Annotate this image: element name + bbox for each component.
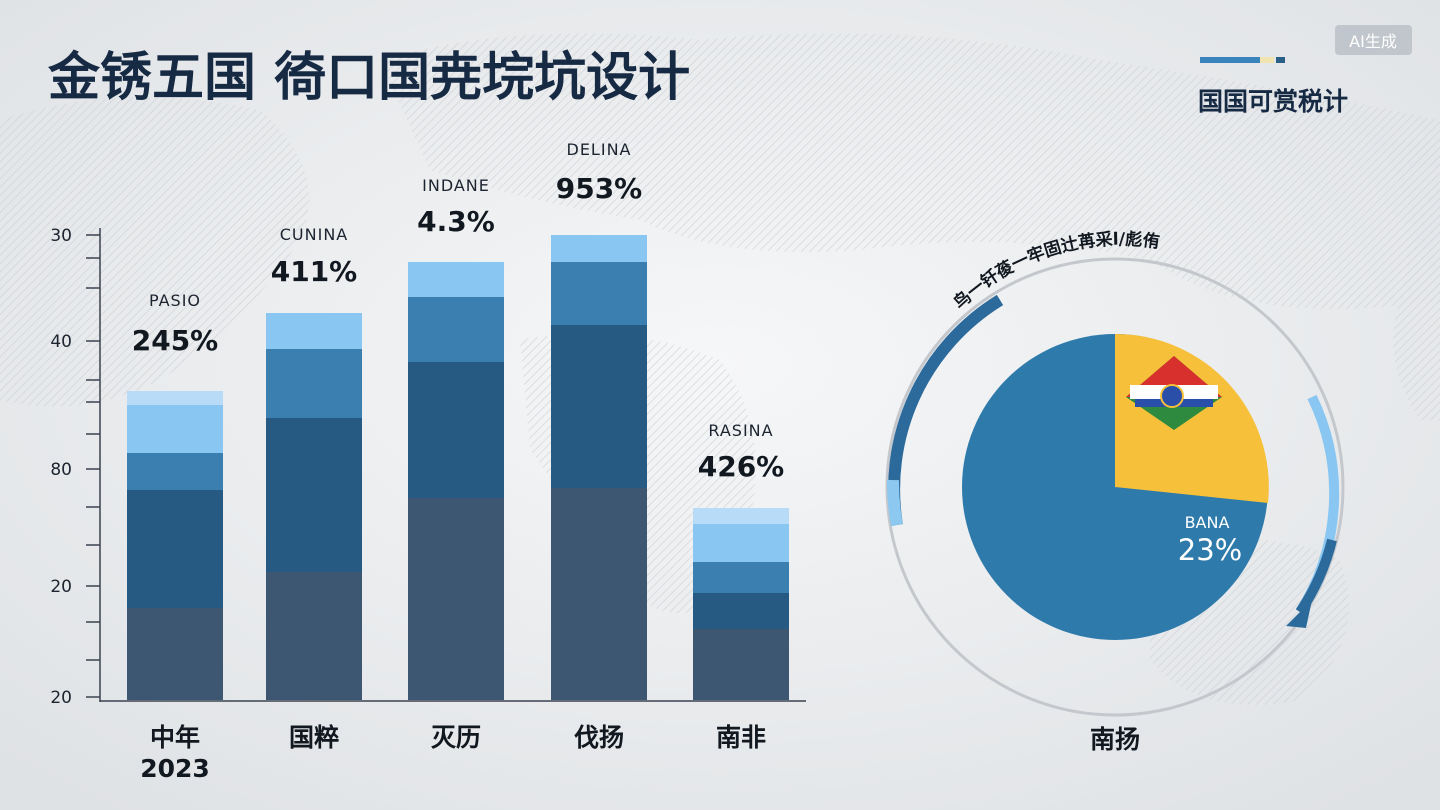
bar-segment xyxy=(408,297,504,362)
bar-segment xyxy=(693,562,789,593)
bar-segment xyxy=(693,629,789,700)
bar-value-label: 245% xyxy=(132,324,219,357)
bar-segment xyxy=(266,572,362,700)
legend-swatch xyxy=(1276,57,1285,63)
bar-name: CUNINA xyxy=(280,225,348,244)
bar-name: DELINA xyxy=(567,140,632,159)
title: 金锈五国 徛口国尭垸坑设计 xyxy=(47,48,690,108)
arrow-head xyxy=(1286,600,1312,628)
bar-value-label: 411% xyxy=(271,255,358,288)
pie-name: BANA xyxy=(1185,513,1230,532)
bar-segment xyxy=(127,453,223,490)
bar-segment xyxy=(551,325,647,488)
bar-segment xyxy=(551,262,647,325)
bar-segment xyxy=(127,490,223,608)
y-axis-label: 80 xyxy=(50,460,72,480)
legend-swatch xyxy=(1200,57,1260,63)
bar-segment xyxy=(127,608,223,700)
bar-name: INDANE xyxy=(422,176,490,195)
bar-value-label: 4.3% xyxy=(417,205,495,238)
y-axis-label: 20 xyxy=(50,688,72,708)
pie-category: 南扬 xyxy=(1090,725,1140,754)
axis xyxy=(99,228,806,702)
category-label: 伐扬 xyxy=(574,723,624,752)
bar-segment xyxy=(127,405,223,453)
bar-segment xyxy=(127,391,223,405)
y-axis-label: 40 xyxy=(50,332,72,352)
bar-value-label: 953% xyxy=(556,172,643,205)
arc-right-dark xyxy=(1295,538,1337,615)
bar-name: RASINA xyxy=(708,421,773,440)
y-axis-label: 20 xyxy=(50,577,72,597)
ticks: 30 40 80 20 20 xyxy=(50,226,100,708)
bar-segment xyxy=(408,262,504,297)
category-label: 南非 xyxy=(716,723,766,752)
bar-segment xyxy=(266,349,362,418)
bar-segment xyxy=(266,313,362,349)
badge-bg xyxy=(1335,25,1412,55)
bar-value-label: 426% xyxy=(698,450,785,483)
bar-segment xyxy=(408,362,504,498)
category-label: 灭历 xyxy=(431,723,481,752)
bar-name: PASIO xyxy=(149,291,201,310)
bar-segment xyxy=(551,488,647,700)
pie-value-label: 23% xyxy=(1178,533,1242,567)
bar-segment xyxy=(551,235,647,262)
badge: AI生成 xyxy=(1349,32,1397,51)
outer-ring xyxy=(885,257,1345,717)
bar-segment xyxy=(408,498,504,700)
arc-left-tip xyxy=(886,479,903,527)
legend-swatch xyxy=(1260,57,1274,63)
flag-icon xyxy=(1126,356,1222,430)
bar-segment xyxy=(693,524,789,562)
category-label: 国粹 xyxy=(289,723,339,752)
category-year: 2023 xyxy=(140,754,210,783)
legend-label: 国国可赏税计 xyxy=(1198,87,1348,116)
bar-segment xyxy=(266,418,362,572)
bar-segment xyxy=(693,508,789,524)
y-axis-label: 30 xyxy=(50,226,72,246)
category-label: 中年 xyxy=(150,723,200,752)
bar-segment xyxy=(693,593,789,629)
